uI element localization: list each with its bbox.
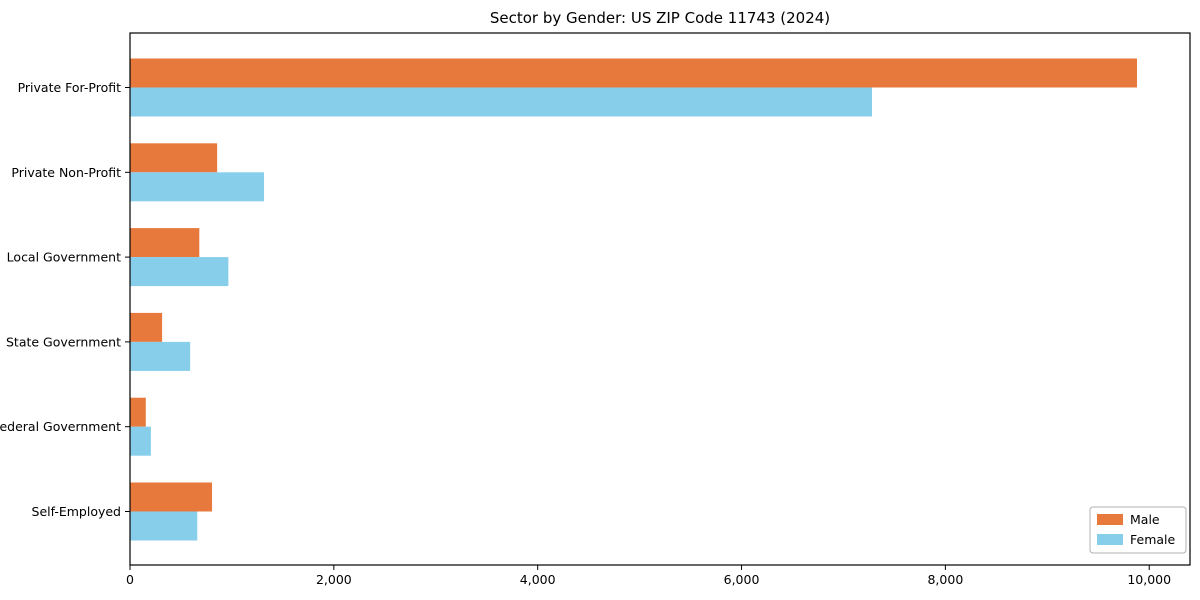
bar-female-1 <box>130 172 265 202</box>
legend-label-female: Female <box>1130 532 1176 547</box>
y-tick-label-2: Local Government <box>7 250 121 265</box>
bar-female-3 <box>130 341 191 371</box>
legend-swatch-male-icon <box>1097 514 1123 525</box>
bar-male-0 <box>130 58 1137 88</box>
x-tick-label: 8,000 <box>927 572 963 587</box>
chart-title: Sector by Gender: US ZIP Code 11743 (202… <box>489 9 831 27</box>
y-tick-label-0: Private For-Profit <box>18 80 121 95</box>
legend-swatch-female-icon <box>1097 534 1123 545</box>
y-tick-label-5: Self-Employed <box>32 504 121 519</box>
y-tick-label-1: Private Non-Profit <box>11 165 121 180</box>
bar-female-4 <box>130 426 151 456</box>
bar-female-0 <box>130 87 872 117</box>
legend-label-male: Male <box>1130 512 1160 527</box>
x-tick-label: 2,000 <box>316 572 352 587</box>
x-tick-label: 10,000 <box>1127 572 1171 587</box>
plot-frame <box>129 32 1191 566</box>
bar-male-1 <box>130 143 218 173</box>
x-tick-label: 4,000 <box>520 572 556 587</box>
bar-male-3 <box>130 312 163 342</box>
y-tick-label-4: Federal Government <box>0 419 121 434</box>
y-tick-label-3: State Government <box>6 334 121 349</box>
bar-female-5 <box>130 511 198 541</box>
bar-male-2 <box>130 228 200 258</box>
bar-male-5 <box>130 482 213 512</box>
x-tick-label: 0 <box>126 572 134 587</box>
bar-female-2 <box>130 257 229 287</box>
x-tick-label: 6,000 <box>724 572 760 587</box>
bar-male-4 <box>130 397 146 427</box>
